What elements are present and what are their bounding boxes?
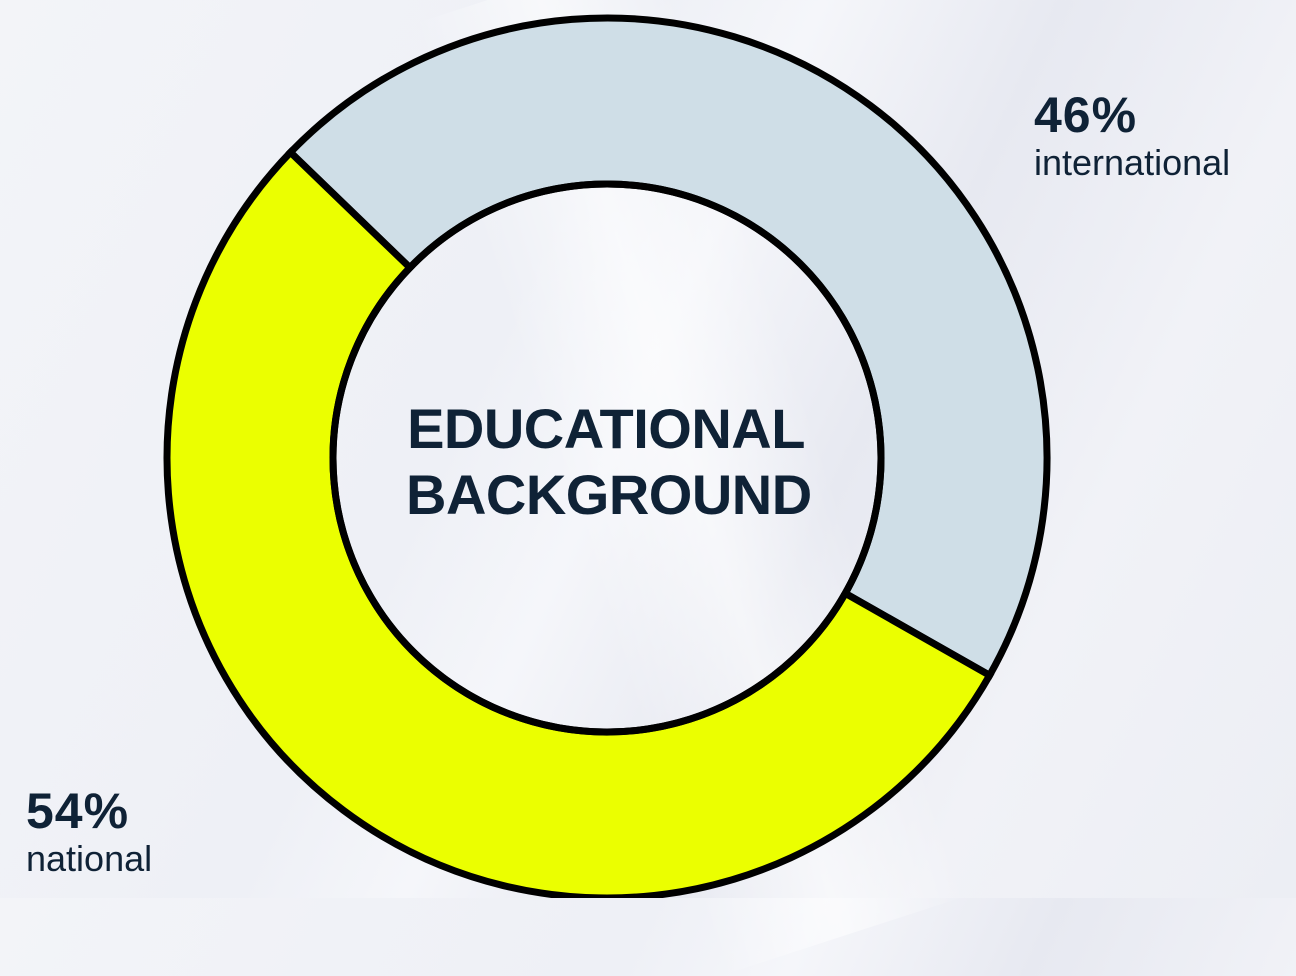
international-name: international [1034, 142, 1231, 183]
label-international: 46% international [1034, 88, 1230, 184]
chart-title-line-1: EDUCATIONAL [407, 397, 805, 460]
slice-international [285, 14, 1051, 681]
chart-title-line-2: BACKGROUND [406, 463, 812, 526]
donut-hole [329, 180, 885, 736]
national-percent: 54% [26, 783, 130, 839]
chart-title: EDUCATIONAL BACKGROUND [406, 396, 812, 528]
national-name: national [26, 838, 153, 879]
international-percent: 46% [1034, 87, 1138, 143]
label-national: 54% national [26, 784, 152, 880]
